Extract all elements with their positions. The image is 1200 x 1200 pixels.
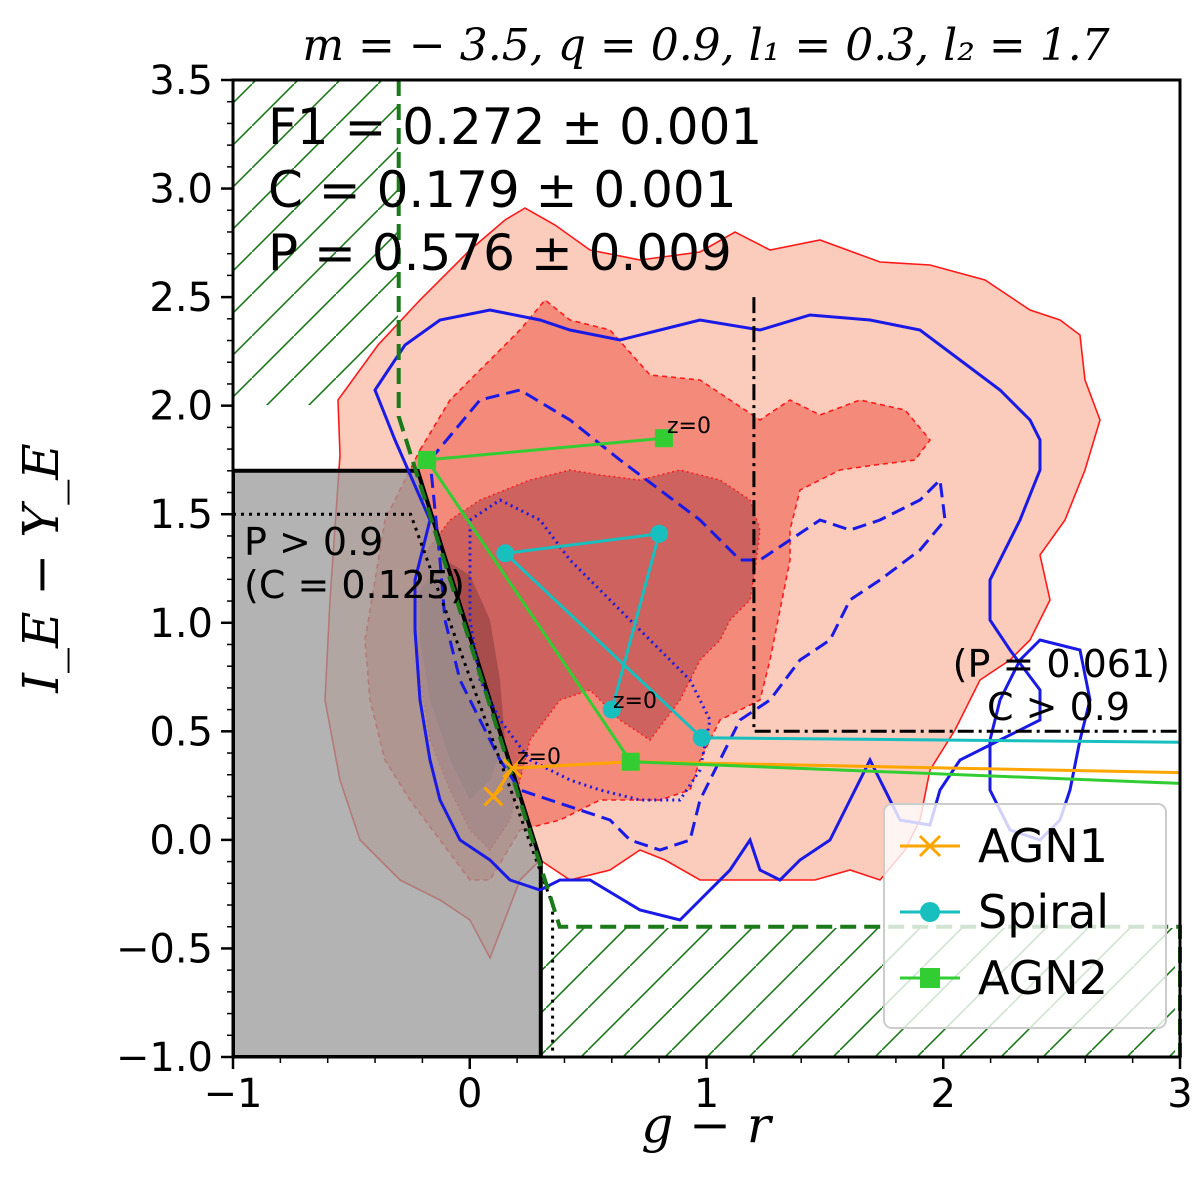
legend-label: AGN2	[978, 951, 1108, 1005]
annotation-high-purity: P > 0.9	[244, 520, 383, 564]
blue-contour-outer	[373, 308, 1042, 922]
y-tick-label: 0.5	[149, 709, 213, 755]
purity-cut-line	[233, 512, 555, 1057]
series-marker	[920, 968, 940, 988]
series-line-agn2	[424, 436, 1181, 785]
square-marker	[920, 968, 940, 988]
y-tick-label: 3.0	[149, 167, 213, 213]
series-marker	[602, 700, 621, 719]
circle-marker	[650, 524, 669, 543]
ticks-layer: −1 0 1 2 3 −1.0 −0.5 0.0 0.5 1.0 1.5 2.0 2.5 3.0 3.5	[116, 58, 1193, 1117]
green-exclusion-boundary	[396, 80, 1182, 1057]
z0-label-agn1: z=0	[517, 745, 561, 770]
series-marker	[692, 728, 711, 747]
x-tick-label: 2	[931, 1071, 956, 1117]
series-marker	[496, 544, 515, 563]
y-tick-label: 0.0	[149, 818, 213, 864]
y-tick-label: 2.0	[149, 384, 213, 430]
stat-f1: F1 = 0.272 ± 0.001	[268, 98, 762, 156]
series-marker	[621, 752, 640, 771]
plot-area	[233, 80, 1175, 1057]
legend-label: Spiral	[978, 885, 1109, 939]
annotation-high-comp-p: (P = 0.061)	[953, 642, 1170, 686]
legend: AGN1 Spiral AGN2	[883, 803, 1167, 1029]
annotation-high-purity-c: (C = 0.125)	[244, 563, 465, 607]
stat-completeness: C = 0.179 ± 0.001	[268, 161, 737, 219]
x-tick-label: 0	[457, 1071, 482, 1117]
annotation-high-comp: C > 0.9	[987, 685, 1130, 729]
square-marker	[654, 429, 673, 448]
series-marker	[502, 758, 523, 779]
stat-purity: P = 0.576 ± 0.009	[268, 224, 732, 282]
legend-label: AGN1	[978, 819, 1108, 873]
blue-contour-mid	[428, 388, 947, 852]
circle-marker	[692, 728, 711, 747]
y-tick-label: 2.5	[149, 275, 213, 321]
series-line-agn1	[492, 760, 1181, 798]
y-axis-label: I_E − Y_E	[12, 443, 70, 693]
y-tick-label: −1.0	[116, 1035, 213, 1081]
x-marker	[483, 786, 504, 807]
x-marker	[918, 834, 942, 858]
square-marker	[621, 752, 640, 771]
blue-contour-inner	[468, 498, 712, 802]
circle-marker	[602, 700, 621, 719]
x-axis-label: g − r	[641, 1096, 774, 1154]
chart-title: m = − 3.5, q = 0.9, l₁ = 0.3, l₂ = 1.7	[302, 20, 1109, 71]
y-tick-label: 1.5	[149, 492, 213, 538]
square-marker	[418, 450, 437, 469]
selection-region	[233, 468, 543, 1057]
series-marker	[650, 524, 669, 543]
y-tick-label: 3.5	[149, 58, 213, 104]
legend-box	[883, 803, 1167, 1029]
hatched-region-left	[233, 80, 398, 405]
series-marker	[920, 902, 940, 922]
series-marker	[654, 429, 673, 448]
series-marker	[418, 450, 437, 469]
series-layer	[418, 429, 1181, 807]
circle-marker	[496, 544, 515, 563]
x-tick-label: −1	[204, 1071, 263, 1117]
z0-label-spiral: z=0	[613, 689, 657, 714]
y-tick-label: −0.5	[116, 926, 213, 972]
z0-label-agn2: z=0	[667, 414, 711, 439]
x-marker	[502, 758, 523, 779]
x-tick-label: 1	[694, 1071, 719, 1117]
completeness-cut-line	[752, 297, 1180, 733]
circle-marker	[920, 902, 940, 922]
x-tick-label: 3	[1167, 1071, 1192, 1117]
series-marker	[483, 786, 504, 807]
series-marker	[918, 834, 942, 858]
y-tick-label: 1.0	[149, 601, 213, 647]
